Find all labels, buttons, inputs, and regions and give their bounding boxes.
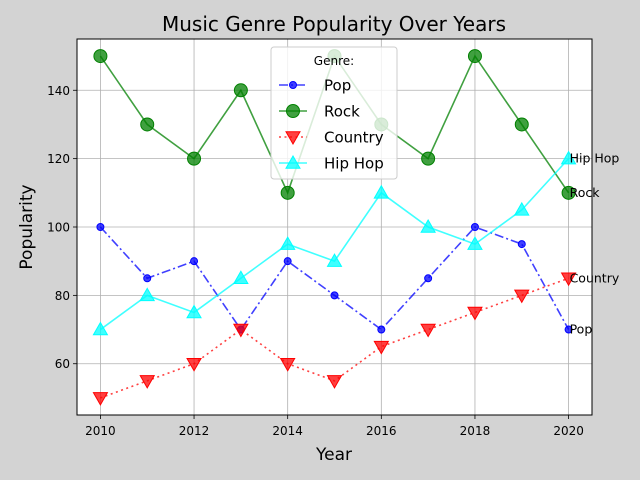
series-layer	[92, 49, 577, 406]
point-country-2016	[373, 340, 390, 355]
x-axis-label: Year	[315, 445, 352, 465]
x-tick-label-2014: 2014	[272, 424, 303, 438]
x-tick-label-2016: 2016	[366, 424, 397, 438]
y-tick-label-120: 120	[47, 152, 70, 166]
point-hip-hop-2016	[373, 184, 390, 199]
point-hip-hop-2014	[279, 236, 296, 250]
legend-label-rock: Rock	[324, 103, 360, 121]
point-pop-2017	[424, 274, 433, 283]
point-country-2018	[467, 306, 483, 321]
x-tick-label-2010: 2010	[85, 424, 116, 438]
end-label-country: Country	[570, 270, 620, 285]
x-axis: 2010 2012 2014 2016 2018 2020	[85, 415, 584, 438]
legend-title: Genre:	[314, 54, 354, 68]
point-hip-hop-2010	[92, 321, 109, 336]
point-hip-hop-2015	[326, 253, 343, 267]
chart-title: Music Genre Popularity Over Years	[162, 12, 506, 36]
point-country-2015	[326, 375, 343, 389]
point-hip-hop-2012	[186, 304, 202, 319]
point-pop-2020	[564, 325, 573, 334]
y-axis-label: Popularity	[17, 184, 37, 269]
point-hip-hop-2013	[233, 270, 249, 285]
point-country-2011	[139, 375, 156, 389]
series-country	[92, 272, 577, 406]
legend-marker-pop	[289, 81, 297, 89]
end-label-rock: Rock	[570, 185, 601, 200]
point-pop-2018	[470, 223, 479, 231]
point-rock-2017	[421, 151, 436, 166]
point-country-2020	[560, 272, 577, 287]
point-hip-hop-2020	[560, 150, 577, 165]
point-rock-2011	[140, 117, 155, 132]
point-country-2012	[186, 357, 202, 372]
point-rock-2014	[280, 185, 295, 200]
end-labels: Pop Rock Country Hip Hop	[570, 151, 620, 337]
y-tick-label-140: 140	[47, 84, 70, 98]
x-tick-label-2012: 2012	[179, 424, 210, 438]
y-tick-label-80: 80	[55, 289, 70, 303]
point-hip-hop-2019	[513, 201, 530, 216]
point-country-2019	[513, 289, 530, 304]
point-hip-hop-2011	[139, 287, 156, 302]
point-rock-2020	[561, 185, 576, 200]
point-pop-2016	[377, 325, 386, 334]
legend-marker-country	[285, 131, 301, 146]
legend-marker-hip-hop	[285, 154, 301, 169]
point-pop-2010	[96, 223, 105, 231]
legend-label-pop: Pop	[324, 77, 351, 95]
legend-item-hip-hop: Hip Hop	[279, 155, 384, 173]
legend-label-country: Country	[324, 129, 384, 147]
end-label-hip-hop: Hip Hop	[570, 151, 620, 166]
point-country-2013	[233, 323, 249, 338]
y-tick-label-60: 60	[55, 357, 70, 371]
legend-item-pop: Pop	[279, 77, 351, 95]
legend-label-hip-hop: Hip Hop	[324, 155, 384, 173]
legend-item-country: Country	[279, 129, 384, 147]
legend-item-rock: Rock	[279, 103, 360, 121]
point-rock-2019	[514, 117, 529, 132]
legend-marker-rock	[286, 104, 300, 118]
legend-box	[270, 46, 398, 180]
point-pop-2011	[143, 274, 152, 283]
point-pop-2014	[283, 257, 292, 266]
end-label-pop: Pop	[570, 322, 593, 337]
x-tick-label-2020: 2020	[553, 424, 584, 438]
point-pop-2012	[190, 257, 199, 266]
point-country-2010	[92, 392, 109, 406]
point-country-2017	[420, 323, 436, 338]
point-rock-2013	[233, 83, 248, 98]
legend: Genre: Pop Rock Country Hip Hop	[270, 46, 398, 180]
y-axis: 60 80 100 120 140	[47, 84, 77, 371]
point-rock-2018	[467, 49, 482, 64]
point-hip-hop-2017	[420, 218, 436, 233]
x-tick-label-2018: 2018	[460, 424, 491, 438]
point-country-2014	[279, 357, 296, 372]
point-pop-2015	[330, 291, 339, 300]
point-rock-2010	[93, 49, 108, 64]
y-tick-label-100: 100	[47, 221, 70, 235]
series-hip-hop	[92, 150, 577, 336]
point-pop-2019	[517, 240, 526, 249]
point-rock-2012	[187, 151, 202, 166]
point-hip-hop-2018	[467, 236, 483, 250]
